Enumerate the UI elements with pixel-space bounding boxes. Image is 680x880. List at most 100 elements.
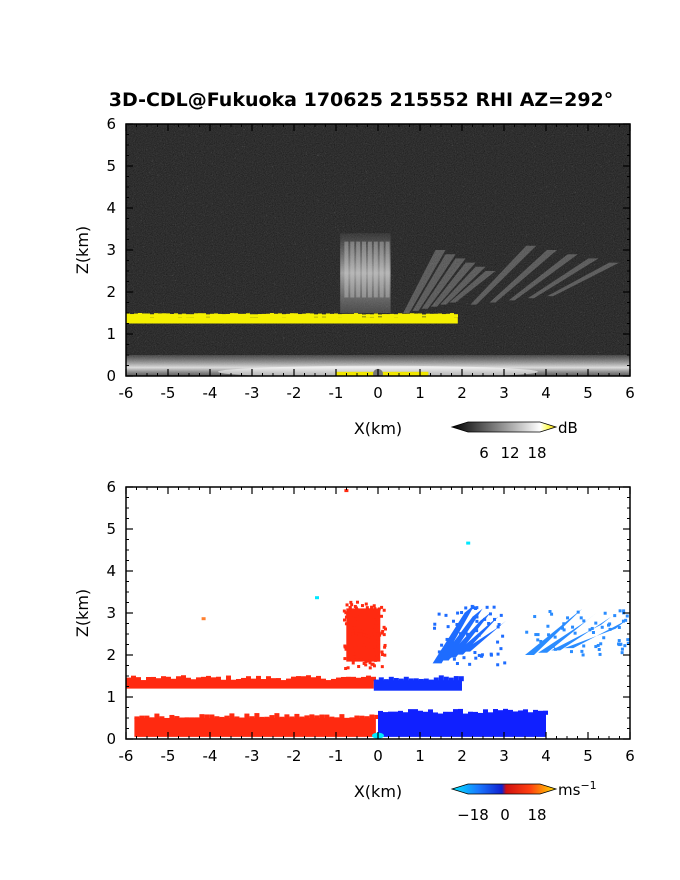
- velocity-far-streak-speckle: [551, 644, 555, 648]
- velocity-plume-speckle: [354, 655, 358, 659]
- yellow-layer-speckle: [330, 313, 334, 318]
- velocity-surface-receding-edge: [359, 715, 365, 719]
- figure-title: 3D-CDL@Fukuoka 170625 215552 RHI AZ=292°: [109, 89, 614, 111]
- velocity-receding-layer-edge: [306, 675, 311, 682]
- velocity-receding-layer-edge: [241, 677, 246, 682]
- velocity-surface-approaching-edge: [503, 708, 508, 715]
- reflectivity-x-tick-label: 0: [373, 384, 383, 402]
- velocity-surface-receding-edge: [314, 715, 320, 719]
- reflectivity-x-tick-label: -5: [161, 384, 176, 402]
- velocity-surface-approaching-edge: [543, 710, 548, 715]
- velocity-surface-approaching-edge: [453, 709, 458, 715]
- velocity-far-streak-speckle: [573, 631, 577, 635]
- velocity-surface-receding-edge: [249, 716, 255, 719]
- velocity-surface-approaching-edge: [523, 709, 528, 715]
- yellow-layer-speckle: [266, 313, 270, 319]
- velocity-surface-receding-edge: [154, 713, 160, 719]
- velocity-plume-speckle: [372, 632, 376, 636]
- velocity-plume-speckle: [380, 605, 384, 609]
- velocity-surface-approaching-edge: [403, 712, 408, 715]
- yellow-layer-speckle: [194, 313, 198, 320]
- velocity-streaks-speckle: [475, 629, 479, 633]
- velocity-plume-speckle: [376, 639, 380, 643]
- velocity-surface-receding-edge: [194, 717, 200, 719]
- velocity-plume-speckle: [380, 665, 384, 669]
- velocity-far-streak-speckle: [626, 641, 630, 645]
- yellow-layer-speckle: [394, 314, 398, 318]
- velocity-streaks-speckle: [489, 653, 493, 657]
- yellow-layer-speckle: [138, 313, 142, 320]
- velocity-surface-receding-edge: [264, 716, 270, 719]
- velocity-plume-speckle: [380, 631, 384, 635]
- velocity-plume-speckle: [383, 643, 387, 647]
- velocity-far-streak-speckle: [603, 611, 607, 615]
- velocity-plume-speckle: [353, 604, 357, 608]
- velocity-plume-speckle: [365, 606, 369, 610]
- plume-streak: [344, 241, 349, 298]
- yellow-layer-speckle: [346, 313, 350, 318]
- velocity-plume-speckle: [358, 615, 362, 619]
- yellow-layer-speckle: [206, 314, 210, 317]
- velocity-plume-speckle: [372, 656, 376, 660]
- velocity-far-streak-speckle: [608, 627, 612, 631]
- velocity-plume-speckle: [368, 661, 372, 665]
- yellow-layer-speckle: [398, 313, 402, 320]
- velocity-plume-speckle: [352, 623, 356, 627]
- yellow-layer-speckle: [322, 314, 326, 317]
- velocity-receding-layer-edge: [346, 676, 351, 682]
- velocity-plume-speckle: [377, 655, 381, 659]
- velocity-surface-receding-edge: [144, 715, 150, 719]
- velocity-plume-speckle: [364, 663, 368, 667]
- velocity-y-tick-label: 6: [106, 478, 116, 496]
- velocity-streaks-speckle: [454, 651, 458, 655]
- velocity-far-streak-speckle: [569, 650, 573, 654]
- velocity-receding-layer-edge: [226, 675, 231, 682]
- velocity-plume-speckle: [384, 627, 388, 631]
- velocity-far-streak-speckle: [598, 652, 602, 656]
- velocity-surface-approaching-edge: [528, 712, 533, 715]
- velocity-receding-layer-edge: [266, 676, 271, 682]
- velocity-surface-receding-edge: [174, 716, 180, 719]
- velocity-far-streak-speckle: [626, 638, 630, 642]
- velocity-surface-receding-edge: [304, 715, 310, 719]
- velocity-surface-receding-edge: [244, 713, 250, 719]
- yellow-layer-speckle: [358, 313, 362, 319]
- velocity-receding-layer-edge: [196, 677, 201, 682]
- velocity-colorbar-unit-group: ms−1: [558, 779, 597, 799]
- velocity-receding-layer-edge: [271, 678, 276, 682]
- velocity-streaks-speckle: [496, 652, 500, 656]
- velocity-plume-speckle: [371, 613, 375, 617]
- velocity-surface-receding-edge: [189, 717, 195, 719]
- yellow-layer-speckle: [374, 313, 378, 319]
- velocity-plume-speckle: [375, 654, 379, 658]
- velocity-surface-approaching-edge: [473, 711, 478, 715]
- velocity-x-tick-label: 4: [541, 747, 551, 765]
- velocity-far-streak-speckle: [536, 645, 540, 649]
- velocity-streaks-speckle: [483, 617, 487, 621]
- reflectivity-y-axis-label: Z(km): [73, 226, 92, 274]
- velocity-surface-approaching-edge: [448, 711, 453, 715]
- velocity-receding-layer-edge: [236, 678, 241, 682]
- velocity-approaching-layer-edge: [383, 679, 389, 682]
- velocity-streaks-speckle: [464, 630, 468, 634]
- velocity-streaks-speckle: [477, 653, 481, 657]
- velocity-far-streak-speckle: [550, 612, 554, 616]
- velocity-surface-receding-edge: [134, 716, 140, 719]
- velocity-far-streak-speckle: [628, 638, 630, 642]
- velocity-plume-speckle: [351, 661, 355, 665]
- velocity-plume-speckle: [374, 647, 378, 651]
- velocity-surface-approaching-edge: [418, 710, 423, 715]
- velocity-receding-layer-edge: [246, 676, 251, 682]
- yellow-layer-speckle: [198, 313, 202, 320]
- velocity-approaching-layer: [373, 680, 462, 691]
- yellow-layer-speckle: [186, 314, 190, 318]
- velocity-x-tick-label: 2: [457, 747, 467, 765]
- velocity-surface-approaching-edge: [508, 709, 513, 715]
- velocity-receding-layer-edge: [211, 677, 216, 682]
- velocity-streaks-speckle: [459, 632, 463, 636]
- reflectivity-streak: [412, 254, 456, 311]
- yellow-layer-speckle: [294, 313, 298, 320]
- reflectivity-streak: [508, 254, 578, 301]
- velocity-surface-receding-edge: [159, 716, 165, 719]
- velocity-plume-speckle: [344, 647, 348, 651]
